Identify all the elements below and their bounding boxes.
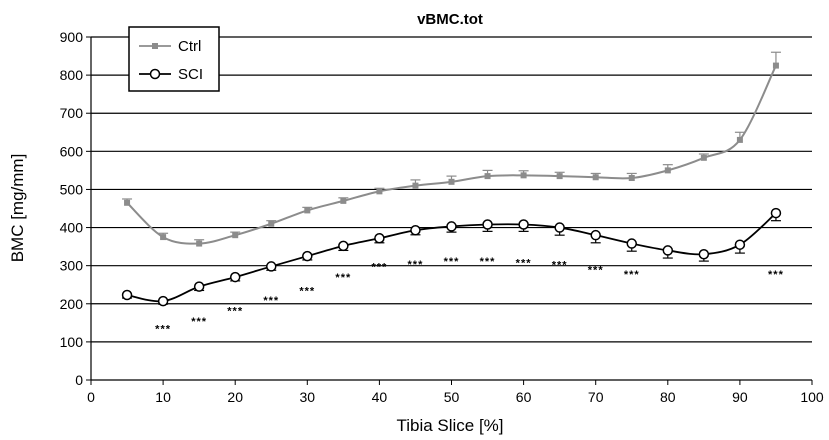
data-point xyxy=(304,207,311,214)
significance-label: *** xyxy=(516,258,532,270)
data-point xyxy=(662,245,674,256)
significance-label: *** xyxy=(480,256,496,268)
data-point xyxy=(698,248,710,260)
data-point xyxy=(520,172,527,179)
significance-label: *** xyxy=(624,269,640,281)
data-point xyxy=(376,188,383,195)
data-point xyxy=(229,271,241,283)
data-point xyxy=(446,221,457,232)
x-tick-label: 40 xyxy=(372,389,388,405)
x-tick-label: 100 xyxy=(800,389,824,405)
series-ctrl xyxy=(122,51,781,247)
significance-label: *** xyxy=(552,260,568,272)
legend-box xyxy=(128,26,220,92)
y-tick-label: 200 xyxy=(60,296,84,312)
x-tick-label: 30 xyxy=(300,389,316,405)
significance-label: *** xyxy=(227,305,243,317)
y-tick-label: 400 xyxy=(60,220,84,236)
legend-label-ctrl: Ctrl xyxy=(178,38,201,55)
x-tick-label: 50 xyxy=(444,389,460,405)
data-point xyxy=(266,261,277,272)
significance-label: *** xyxy=(335,272,351,284)
y-tick-label: 800 xyxy=(60,67,84,83)
significance-label: *** xyxy=(155,324,171,336)
significance-label: *** xyxy=(371,261,387,273)
data-point xyxy=(556,173,563,180)
data-point xyxy=(374,232,385,244)
data-point xyxy=(124,199,131,206)
y-axis-label: BMC [mg/mm] xyxy=(8,154,27,263)
data-point xyxy=(554,222,565,233)
y-tick-labels: 0 100 200 300 400 500 600 700 800 900 xyxy=(60,29,84,388)
x-tick-label: 60 xyxy=(516,389,532,405)
x-tick-label: 0 xyxy=(87,389,95,405)
significance-label: *** xyxy=(263,295,279,307)
y-tick-label: 600 xyxy=(60,143,84,159)
y-tick-label: 700 xyxy=(60,105,84,121)
legend-marker xyxy=(149,68,161,80)
x-tick-label: 90 xyxy=(732,389,748,405)
significance-label: *** xyxy=(768,269,784,281)
data-point xyxy=(700,154,707,161)
series-layer xyxy=(121,51,782,307)
data-point xyxy=(592,174,599,181)
data-point xyxy=(232,232,239,239)
data-point xyxy=(628,175,635,182)
data-point xyxy=(590,229,601,241)
series-sci xyxy=(121,207,782,307)
y-tick-label: 500 xyxy=(60,181,84,197)
data-point xyxy=(484,173,491,180)
x-tick-labels: 0 10 20 30 40 50 60 70 80 90 100 xyxy=(87,389,824,405)
x-tick-label: 70 xyxy=(588,389,604,405)
legend: Ctrl SCI xyxy=(128,26,220,92)
significance-label: *** xyxy=(408,259,424,271)
axes xyxy=(86,36,813,385)
data-point xyxy=(448,178,455,185)
legend-marker xyxy=(152,43,158,49)
data-point xyxy=(193,281,205,292)
data-point xyxy=(160,234,167,241)
significance-annotations: *** *** *** *** *** *** *** *** *** *** *** *** *** *… xyxy=(155,256,784,336)
data-point xyxy=(770,207,782,219)
data-point xyxy=(664,167,671,174)
x-tick-label: 80 xyxy=(660,389,676,405)
y-tick-label: 300 xyxy=(60,258,84,274)
significance-label: *** xyxy=(299,285,315,297)
y-tick-label: 100 xyxy=(60,334,84,350)
data-point xyxy=(772,62,779,69)
y-tick-label: 0 xyxy=(75,372,83,388)
gridlines xyxy=(91,36,812,343)
chart-title: vBMC.tot xyxy=(417,11,483,28)
x-tick-label: 10 xyxy=(155,389,171,405)
data-point xyxy=(734,239,746,250)
data-point xyxy=(268,220,275,227)
data-point xyxy=(302,250,313,262)
significance-label: *** xyxy=(191,316,207,328)
data-point xyxy=(410,224,421,236)
series-line-ctrl xyxy=(126,65,777,245)
data-point xyxy=(121,289,133,301)
y-tick-label: 900 xyxy=(60,29,84,45)
data-point xyxy=(196,240,203,247)
data-point xyxy=(340,197,347,204)
data-point xyxy=(482,219,493,230)
data-point xyxy=(736,136,743,143)
data-point xyxy=(338,240,349,252)
legend-label-sci: SCI xyxy=(178,66,203,83)
x-tick-label: 20 xyxy=(227,389,243,405)
significance-label: *** xyxy=(444,256,460,268)
data-point xyxy=(518,219,529,230)
data-point xyxy=(626,238,637,249)
x-axis-label: Tibia Slice [%] xyxy=(396,416,503,435)
significance-label: *** xyxy=(588,264,604,276)
data-point xyxy=(412,182,419,189)
data-point xyxy=(157,295,169,307)
